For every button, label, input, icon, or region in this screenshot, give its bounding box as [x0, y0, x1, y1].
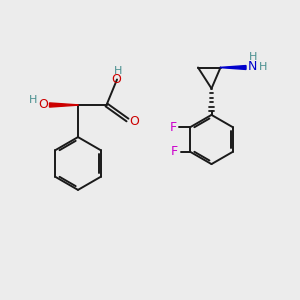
Text: O: O — [129, 115, 139, 128]
Text: H: H — [29, 94, 37, 105]
Polygon shape — [220, 65, 246, 70]
Text: H: H — [248, 52, 257, 62]
Text: O: O — [38, 98, 48, 112]
Text: N: N — [248, 60, 257, 73]
Text: F: F — [169, 121, 177, 134]
Text: O: O — [112, 73, 121, 86]
Text: H: H — [114, 66, 123, 76]
Text: H: H — [259, 61, 268, 72]
Text: F: F — [171, 145, 178, 158]
Polygon shape — [50, 103, 78, 107]
